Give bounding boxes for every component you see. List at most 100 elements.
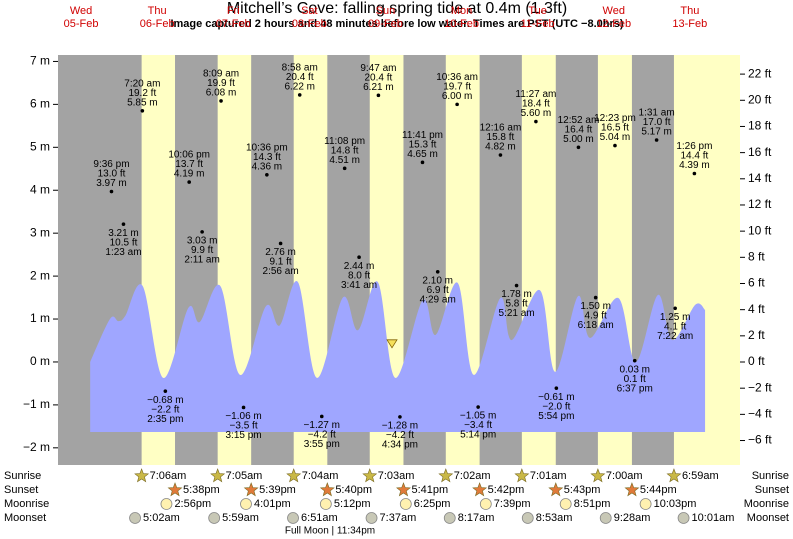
day-name: Fri	[227, 5, 240, 17]
extreme-label: 6.22 m	[284, 82, 315, 93]
y2-tick-label: 6 ft	[748, 276, 765, 290]
tide-extreme	[140, 109, 145, 113]
extreme-label: −2.2 ft	[151, 404, 179, 415]
sunset-time: 5:43pm	[564, 484, 601, 496]
y2-tick-label: −4 ft	[748, 407, 772, 421]
sun-icon	[396, 482, 411, 497]
y2-tick-label: 18 ft	[748, 119, 772, 133]
extreme-label: 6.00 m	[442, 91, 473, 102]
extreme-label: 1.25 m	[660, 312, 691, 323]
y2-tick-label: −6 ft	[748, 433, 772, 447]
tide-extreme	[219, 99, 223, 103]
moon-icon	[479, 498, 492, 510]
moon-icon	[365, 512, 378, 524]
extreme-label: 11:08 pm	[324, 136, 365, 147]
moon-icon	[639, 498, 652, 510]
day-date: 09-Feb	[368, 18, 403, 30]
day-date: 13-Feb	[672, 18, 707, 30]
extreme-label: 7:22 am	[657, 331, 693, 342]
sunset-time: 5:40pm	[335, 484, 372, 496]
extreme-label: 6.9 ft	[427, 285, 449, 296]
extreme-label: 15.8 ft	[487, 132, 515, 143]
extreme-label: 20.4 ft	[286, 72, 314, 83]
extreme-label: −1.27 m	[304, 420, 340, 431]
extreme-label: 5.85 m	[127, 97, 158, 108]
sun-icon	[243, 482, 259, 497]
moonrise-time: 2:56pm	[174, 498, 211, 510]
sun-icon	[134, 468, 150, 483]
row-label: Moonrise	[4, 498, 49, 510]
day-name: Sat	[301, 5, 318, 17]
extreme-label: 0.03 m	[619, 364, 650, 375]
extreme-label: 10.5 ft	[110, 237, 138, 248]
y-tick-label: 3 m	[30, 225, 50, 239]
y-tick-label: 2 m	[30, 268, 50, 282]
extreme-label: 4:29 am	[420, 294, 456, 305]
moonset-time: 8:17am	[458, 512, 495, 524]
sun-icon	[210, 468, 226, 483]
sun-icon	[167, 482, 183, 497]
moon-icon	[677, 512, 690, 524]
tide-extreme	[673, 306, 677, 311]
day-name: Mon	[451, 5, 472, 17]
extreme-label: 9:47 am	[360, 63, 396, 74]
extreme-label: 1.78 m	[501, 289, 532, 300]
row-label: Moonrise	[744, 498, 789, 510]
sunset-time: 5:42pm	[488, 484, 525, 496]
tide-extreme	[534, 119, 538, 124]
row-label: Moonset	[747, 512, 789, 524]
y-tick-label: 1 m	[30, 311, 50, 325]
day-name: Tue	[528, 5, 547, 17]
extreme-label: 13.7 ft	[175, 159, 203, 170]
tide-extreme	[455, 102, 459, 107]
tide-extreme	[654, 138, 659, 142]
tide-extreme	[187, 180, 191, 184]
y2-tick-label: 4 ft	[748, 302, 765, 316]
day-name: Wed	[603, 5, 625, 17]
day-date: 06-Feb	[140, 18, 175, 30]
y-tick-label: 5 m	[30, 139, 50, 153]
day-date: 12-Feb	[596, 18, 631, 30]
extreme-label: 12:52 am	[558, 115, 600, 126]
tide-area	[90, 281, 706, 432]
extreme-label: 4.36 m	[252, 161, 283, 172]
extreme-label: −1.28 m	[382, 421, 418, 432]
extreme-label: 16.5 ft	[601, 123, 629, 134]
moonset-time: 9:28am	[614, 512, 651, 524]
sun-icon	[514, 468, 530, 483]
extreme-label: 1:31 am	[639, 108, 675, 119]
tide-extreme	[376, 93, 381, 98]
tide-extreme	[357, 255, 361, 260]
moon-icon	[287, 512, 299, 524]
extreme-label: 3:41 am	[341, 280, 377, 291]
tide-extreme	[319, 414, 324, 419]
extreme-label: 20.4 ft	[365, 72, 393, 83]
moon-icon	[208, 512, 221, 524]
sun-icon	[666, 468, 682, 483]
day-date: 10-Feb	[444, 18, 479, 30]
moonrise-time: 10:03pm	[654, 498, 697, 510]
row-label: Sunset	[755, 484, 789, 496]
tide-extreme	[398, 415, 402, 419]
current-marker	[386, 339, 398, 349]
extreme-label: 18.4 ft	[522, 99, 550, 110]
extreme-label: 9.1 ft	[269, 257, 291, 268]
sun-icon	[286, 468, 302, 483]
tide-extreme	[163, 389, 168, 393]
extreme-label: 8:58 am	[282, 63, 318, 74]
full-moon: Full Moon | 11:34pm	[285, 526, 375, 537]
extreme-label: 2:11 am	[184, 255, 219, 266]
y-tick-label: −1 m	[23, 397, 50, 411]
y2-tick-label: 22 ft	[748, 66, 772, 80]
y2-tick-label: 8 ft	[748, 249, 765, 263]
y-tick-label: −2 m	[23, 440, 50, 454]
tide-extreme	[241, 405, 246, 410]
extreme-label: 9:36 pm	[93, 159, 129, 170]
sun-icon	[438, 468, 454, 483]
y-tick-label: 4 m	[30, 182, 50, 196]
extreme-label: 0.1 ft	[624, 374, 646, 385]
row-label: Sunrise	[4, 470, 41, 482]
tide-extreme	[265, 172, 269, 177]
tide-extreme	[278, 241, 283, 246]
